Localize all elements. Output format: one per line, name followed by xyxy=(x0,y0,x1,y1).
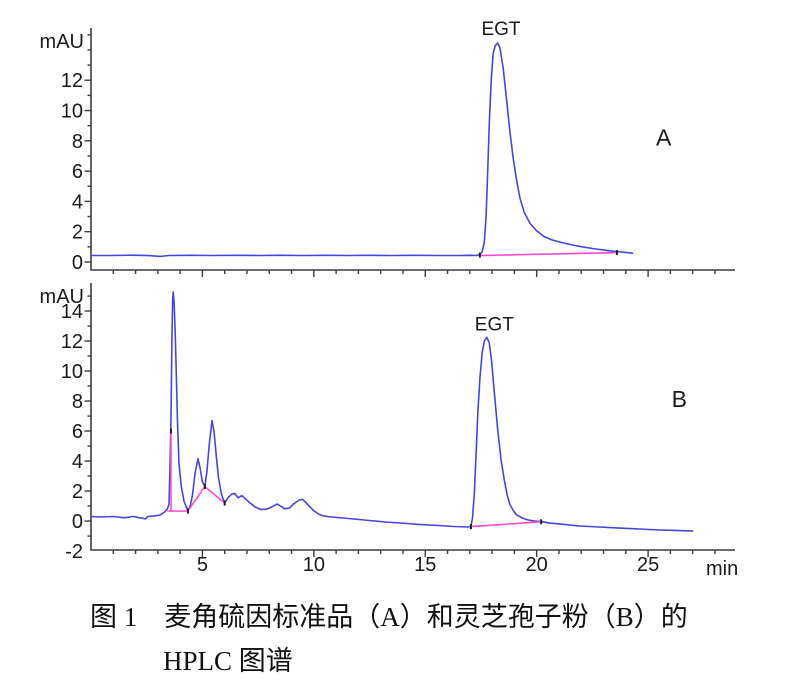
peak-label: EGT xyxy=(475,315,514,336)
y-tick-label: 6 xyxy=(72,161,83,183)
y-tick-label: 6 xyxy=(72,421,83,443)
y-tick-label: 12 xyxy=(61,70,83,92)
panel-label: A xyxy=(656,124,672,150)
peak-marker xyxy=(615,250,618,256)
panel-B: -2 0 2 4 6 8 10 12 14 5 10 15 20 25 mAU min EGT B xyxy=(40,283,738,580)
y-tick-label: 14 xyxy=(61,301,83,323)
y-tick-label: 8 xyxy=(72,391,83,413)
x-tick-label: 10 xyxy=(303,554,325,576)
y-tick-label: 2 xyxy=(72,222,83,244)
y-tick-label: 2 xyxy=(72,481,83,503)
x-tick-label: 20 xyxy=(526,554,548,576)
panel-label: B xyxy=(672,386,687,412)
y-tick-label: 10 xyxy=(61,101,83,123)
y-tick-label: -2 xyxy=(65,541,83,563)
trace-series xyxy=(90,42,634,258)
x-tick-label: 25 xyxy=(637,554,659,576)
hplc-chromatograms: 0 2 4 6 8 10 12 mAU EGT A -2 0 2 4 6 8 10 12 14 5 10 15 20 25 mA… xyxy=(40,19,739,580)
peak-marker xyxy=(540,519,543,525)
axis xyxy=(90,28,735,271)
y-tick-label: 8 xyxy=(72,131,83,153)
y-tick-label: 4 xyxy=(72,451,83,473)
integration-line xyxy=(478,251,618,257)
y-tick-label: 0 xyxy=(72,252,83,274)
y-tick-label: 4 xyxy=(72,191,83,213)
x-tick-label: 15 xyxy=(414,554,436,576)
peak-label: EGT xyxy=(481,19,520,40)
trace-series xyxy=(90,291,694,532)
caption-line-2: HPLC 图谱 xyxy=(163,646,293,676)
panel-A: 0 2 4 6 8 10 12 mAU EGT A xyxy=(40,19,735,277)
x-axis-unit: min xyxy=(706,558,738,580)
peak-marker xyxy=(469,524,472,530)
peak-marker xyxy=(223,500,226,506)
y-tick-label: 10 xyxy=(61,361,83,383)
peak-marker xyxy=(478,252,481,258)
integration-line xyxy=(470,520,542,528)
caption-line-1: 图 1 麦角硫因标准品（A）和灵芝孢子粉（B）的 xyxy=(90,602,688,632)
peak-marker xyxy=(186,508,189,514)
y-tick-label: 0 xyxy=(72,511,83,533)
x-tick-label: 5 xyxy=(197,554,208,576)
peak-marker xyxy=(169,428,172,434)
y-axis-unit: mAU xyxy=(40,31,84,53)
peak-marker xyxy=(203,484,206,490)
y-tick-label: 12 xyxy=(61,331,83,353)
axis xyxy=(90,283,735,551)
y-axis-unit: mAU xyxy=(40,286,84,308)
figure-caption: 图 1 麦角硫因标准品（A）和灵芝孢子粉（B）的 HPLC 图谱 xyxy=(90,595,770,683)
